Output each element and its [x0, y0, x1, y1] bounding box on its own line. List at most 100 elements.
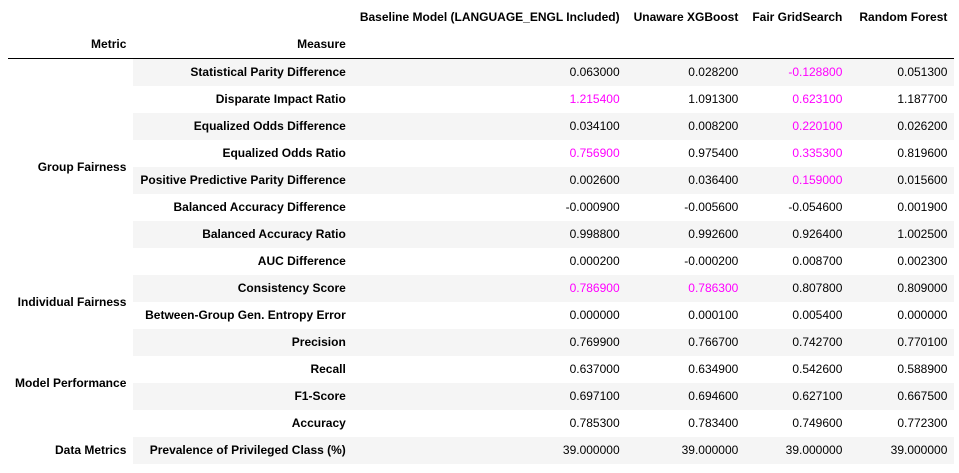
table-row: Equalized Odds Difference 0.034100 0.00820…: [8, 113, 955, 140]
table-row: F1-Score 0.697100 0.694600 0.627100 0.667500: [8, 383, 955, 410]
value-cell: 0.015600: [849, 167, 955, 194]
value-cell: 39.000000: [745, 437, 850, 464]
value-cell: 0.034100: [352, 113, 627, 140]
value-cell: 0.335300: [792, 146, 843, 160]
value-cell: 0.627100: [745, 383, 850, 410]
value-cell: 0.770100: [849, 329, 955, 356]
measure-label: Balanced Accuracy Ratio: [133, 221, 353, 248]
value-cell: 0.992600: [626, 221, 746, 248]
table-row: Model Performance Precision 0.769900 0.7667…: [8, 329, 955, 437]
value-cell: 0.819600: [897, 146, 948, 160]
model-comparison-table: Baseline Model (LANGUAGE_ENGL Included) …: [8, 4, 955, 464]
column-header-unaware-xgboost: Unaware XGBoost: [633, 10, 739, 24]
value-cell: 1.187700: [897, 92, 948, 106]
value-cell: 0.005400: [792, 308, 843, 322]
table-row: AUC Difference 0.000200 -0.000200 0.008700 0…: [8, 248, 954, 275]
value-cell: -0.005600: [684, 200, 739, 214]
value-cell: 0.786300: [626, 275, 746, 302]
value-cell: 0.667500: [849, 383, 955, 410]
value-cell: 0.769900: [352, 329, 627, 356]
value-cell: 0.694600: [626, 383, 746, 410]
table-header: Baseline Model (LANGUAGE_ENGL Included) …: [8, 4, 955, 59]
value-cell: 0.000000: [569, 308, 620, 322]
value-cell: 0.634900: [688, 362, 739, 376]
value-cell: 0.998800: [352, 221, 627, 248]
value-cell: 0.008200: [626, 113, 746, 140]
value-cell: 0.159000: [745, 167, 850, 194]
table-row: Balanced Accuracy Difference -0.000900 -0.…: [8, 194, 954, 221]
value-cell: 0.026200: [849, 113, 955, 140]
measure-label: Positive Predictive Parity Difference: [133, 167, 353, 194]
measure-label: Statistical Parity Difference: [133, 58, 353, 86]
value-cell: -0.128800: [745, 58, 850, 86]
measure-label: Recall: [310, 362, 346, 376]
column-header-baseline: Baseline Model (LANGUAGE_ENGL Included): [359, 10, 620, 24]
table-body: Group Fairness Statistical Parity Differe…: [8, 58, 955, 464]
value-cell: 0.542600: [792, 362, 843, 376]
value-cell: -0.000200: [684, 254, 739, 268]
header-blank: [352, 31, 627, 59]
value-cell: 0.220100: [745, 113, 850, 140]
column-header-random-forest: Random Forest: [859, 10, 948, 24]
value-cell: -0.000900: [565, 200, 620, 214]
measure-label: Prevalence of Privileged Class (%): [133, 437, 353, 464]
value-cell: 39.000000: [849, 437, 955, 464]
table-row: Positive Predictive Parity Difference 0.0…: [8, 167, 955, 194]
header-blank: [133, 4, 352, 31]
value-cell: 0.637000: [569, 362, 620, 376]
value-cell: 0.008700: [792, 254, 843, 268]
value-cell: 0.001900: [897, 200, 948, 214]
value-cell: 0.036400: [626, 167, 746, 194]
measure-label: AUC Difference: [257, 254, 346, 268]
value-cell: 39.000000: [352, 437, 627, 464]
table-row: Individual Fairness Consistency Score 0.78…: [8, 275, 955, 329]
value-cell: 0.756900: [569, 146, 620, 160]
table-row: Balanced Accuracy Ratio 0.998800 0.992600 0…: [8, 221, 955, 248]
value-cell: 0.786900: [352, 275, 627, 302]
measure-label: Balanced Accuracy Difference: [173, 200, 346, 214]
value-cell: 0.051300: [849, 58, 955, 86]
header-blank: [8, 4, 133, 31]
header-row-models: Baseline Model (LANGUAGE_ENGL Included) …: [8, 4, 954, 31]
header-row-index: Metric Measure: [8, 31, 955, 59]
value-cell: 0.926400: [745, 221, 850, 248]
table-row: Group Fairness Statistical Parity Differe…: [8, 58, 955, 275]
value-cell: 0.975400: [688, 146, 739, 160]
value-cell: 0.766700: [626, 329, 746, 356]
value-cell: 1.002500: [849, 221, 955, 248]
table-row: Data Metrics Prevalence of Privileged Cla…: [8, 437, 955, 464]
metric-group-label: Data Metrics: [8, 437, 134, 464]
value-cell: 0.809000: [849, 275, 955, 302]
value-cell: 0.000000: [897, 308, 948, 322]
value-cell: 0.002300: [897, 254, 948, 268]
value-cell: 0.772300: [897, 416, 948, 430]
column-header-fair-gridsearch: Fair GridSearch: [752, 10, 843, 24]
value-cell: 39.000000: [626, 437, 746, 464]
measure-label: Disparate Impact Ratio: [215, 92, 346, 106]
header-blank: [849, 31, 955, 59]
value-cell: 0.807800: [745, 275, 850, 302]
table-row: Between-Group Gen. Entropy Error 0.000000…: [8, 302, 954, 329]
value-cell: 0.749600: [792, 416, 843, 430]
measure-label: F1-Score: [133, 383, 353, 410]
value-cell: -0.054600: [788, 200, 843, 214]
metric-group-label: Individual Fairness: [8, 275, 134, 329]
value-cell: 1.091300: [688, 92, 739, 106]
measure-label: Equalized Odds Ratio: [222, 146, 346, 160]
measure-label: Equalized Odds Difference: [133, 113, 353, 140]
table-row: Equalized Odds Ratio 0.756900 0.975400 0.33…: [8, 140, 954, 167]
value-cell: 0.783400: [688, 416, 739, 430]
value-cell: 0.028200: [626, 58, 746, 86]
value-cell: 0.000100: [688, 308, 739, 322]
value-cell: 0.000200: [569, 254, 620, 268]
measure-label: Between-Group Gen. Entropy Error: [145, 308, 346, 322]
value-cell: 0.588900: [897, 362, 948, 376]
value-cell: 0.697100: [352, 383, 627, 410]
measure-label: Accuracy: [291, 416, 346, 430]
measure-label: Precision: [133, 329, 353, 356]
value-cell: 0.623100: [792, 92, 843, 106]
value-cell: 0.742700: [745, 329, 850, 356]
table-row: Disparate Impact Ratio 1.215400 1.091300 0.…: [8, 86, 954, 113]
header-blank: [626, 31, 746, 59]
table-row: Accuracy 0.785300 0.783400 0.749600 0.772300: [8, 410, 954, 437]
